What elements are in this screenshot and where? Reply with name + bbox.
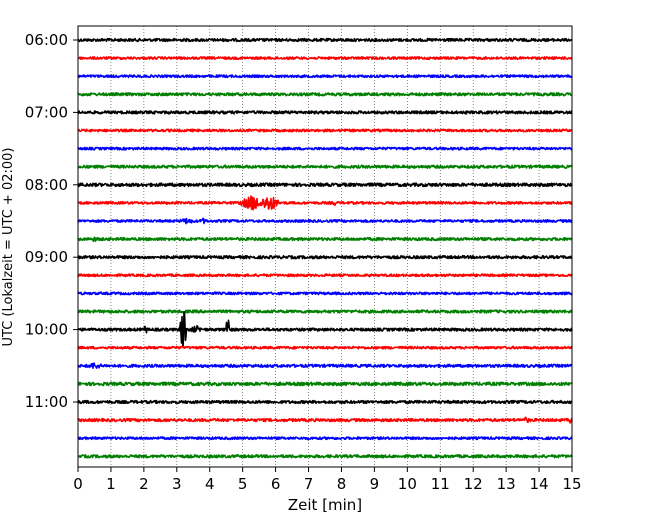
y-tick-label: 09:00 [25,248,68,266]
trace-1115 [77,416,573,424]
trace-0930 [77,291,573,296]
trace-0845 [77,236,573,243]
y-tick-label: 06:00 [25,31,68,49]
trace-0915 [77,273,573,278]
trace-1145 [77,454,573,459]
y-tick-label: 07:00 [25,103,68,121]
x-tick-label: 13 [497,475,516,493]
x-tick-label: 8 [337,475,347,493]
x-tick-label: 12 [464,475,483,493]
y-axis-label: UTC (Lokalzeit = UTC + 02:00) [1,148,16,347]
trace-0900 [77,255,573,260]
trace-0800 [77,182,573,188]
x-tick-label: 1 [106,475,116,493]
traces [77,37,573,459]
trace-1045 [77,381,573,387]
trace-1130 [77,436,573,441]
trace-1100 [77,399,573,405]
y-tick-label: 11:00 [25,393,68,411]
trace-0645 [77,92,573,97]
x-tick-label: 5 [238,475,248,493]
trace-0815 [77,195,573,211]
trace-0715 [77,128,573,133]
x-axis-label: Zeit [min] [288,496,362,514]
x-axis-ticks: 0 1 2 3 4 5 6 7 8 9 10 11 12 13 14 15 [73,467,582,493]
trace-1015 [77,345,573,350]
trace-0630 [77,74,573,79]
trace-0615 [77,56,573,61]
x-tick-label: 15 [562,475,581,493]
x-tick-label: 3 [172,475,182,493]
y-axis-ticks: 06:00 07:00 08:00 09:00 10:00 11:00 [25,31,78,411]
x-tick-label: 2 [139,475,149,493]
trace-1030 [77,362,573,369]
trace-0745 [77,164,573,169]
trace-0830 [77,217,573,225]
trace-0945 [77,309,573,314]
trace-1000 [77,311,573,349]
y-tick-label: 08:00 [25,176,68,194]
plot-frame [77,25,573,468]
x-tick-label: 6 [271,475,281,493]
y-tick-label: 10:00 [25,321,68,339]
x-tick-label: 4 [205,475,215,493]
trace-0600 [77,37,573,43]
x-tick-label: 14 [530,475,549,493]
trace-0700 [77,110,573,115]
x-tick-label: 10 [398,475,417,493]
x-tick-label: 9 [370,475,380,493]
trace-0730 [77,146,573,151]
x-tick-label: 0 [73,475,83,493]
x-tick-label: 7 [304,475,314,493]
x-tick-label: 11 [431,475,450,493]
